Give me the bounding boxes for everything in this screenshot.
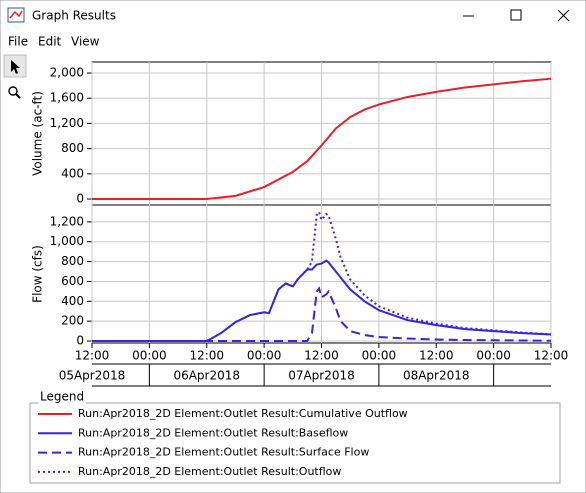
y-tick-label: 2,000 [50,66,84,80]
legend-title: Legend [40,390,84,404]
y-tick-label: 600 [61,274,84,288]
x-tick-label: 00:00 [132,349,167,363]
y-axis-title: Flow (cfs) [31,245,45,303]
legend-label: Run:Apr2018_2D Element:Outlet Result:Cum… [78,407,408,420]
menu-item[interactable]: View [71,35,100,49]
zoom-icon-handle [15,93,21,99]
y-tick-label: 1,600 [50,91,84,105]
zoom-tool[interactable] [8,86,21,99]
date-label: 08Apr2018 [403,369,470,383]
menu-item[interactable]: Edit [38,35,62,49]
y-tick-label: 1,200 [50,116,84,130]
y-axis-title: Volume (ac-ft) [31,91,45,176]
series-line [92,286,552,343]
x-tick-label: 12:00 [75,349,110,363]
y-tick-label: 800 [61,141,84,155]
pointer-icon [11,60,20,74]
y-tick-label: 200 [61,314,84,328]
maximize-button[interactable] [510,9,522,21]
series-line [92,209,552,343]
x-tick-label: 12:00 [534,349,569,363]
x-tick-label: 00:00 [476,349,511,363]
y-tick-label: 400 [61,166,84,180]
y-tick-label: 0 [76,192,84,206]
date-label: 07Apr2018 [288,369,355,383]
date-label: 05Apr2018 [59,369,126,383]
series-line [92,77,552,201]
close-button[interactable] [557,9,570,22]
app-icon-line [9,10,23,19]
legend-label: Run:Apr2018_2D Element:Outlet Result:Bas… [78,426,348,439]
zoom-icon [8,86,18,96]
x-tick-label: 12:00 [419,349,454,363]
x-tick-label: 12:00 [189,349,224,363]
menu-item[interactable]: File [8,35,28,49]
app-icon [7,7,25,23]
y-tick-label: 0 [76,334,84,348]
y-tick-label: 800 [61,254,84,268]
x-tick-label: 00:00 [362,349,397,363]
legend-label: Run:Apr2018_2D Element:Outlet Result:Out… [78,465,341,478]
legend-title-bg [38,391,86,405]
window-title: Graph Results [32,9,116,23]
legend-box [29,402,561,484]
y-tick-label: 1,200 [50,214,84,228]
y-tick-label: 400 [61,294,84,308]
x-tick-label: 00:00 [247,349,282,363]
y-tick-label: 1,000 [50,234,84,248]
title-bar: Graph Results [7,7,570,23]
x-tick-label: 12:00 [304,349,339,363]
series-line [92,259,552,343]
date-label: 06Apr2018 [173,369,240,383]
legend-label: Run:Apr2018_2D Element:Outlet Result:Sur… [78,446,369,459]
